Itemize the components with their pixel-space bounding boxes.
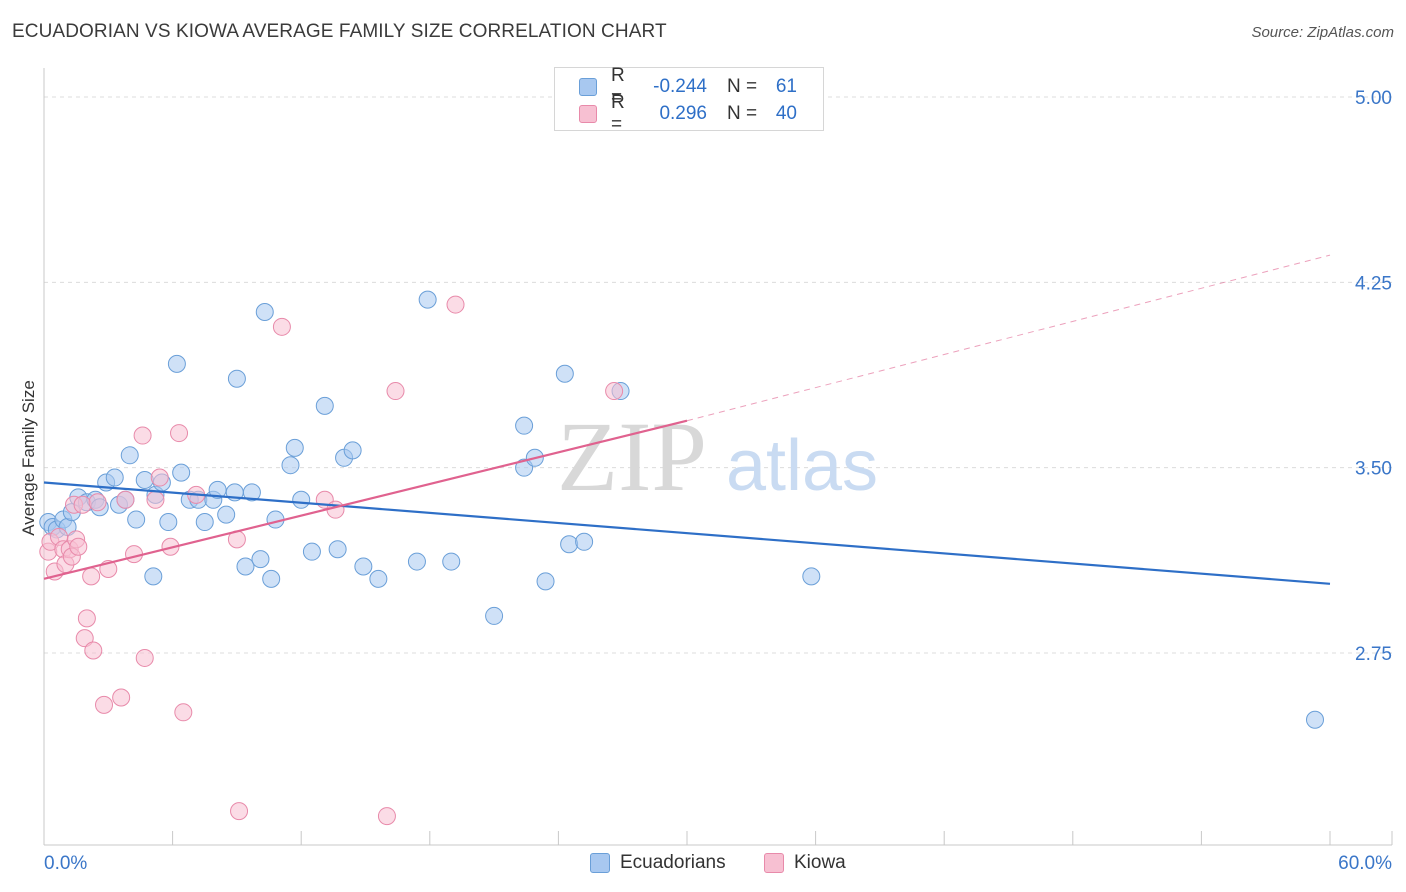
y-tick-label: 5.00: [1355, 88, 1392, 109]
legend-item-kiowa[interactable]: Kiowa: [764, 852, 846, 874]
point-ecuadorians[interactable]: [407, 552, 426, 571]
legend-swatch-ecuadorians: [579, 78, 597, 96]
point-ecuadorians[interactable]: [127, 510, 146, 529]
point-ecuadorians[interactable]: [120, 446, 139, 465]
point-ecuadorians[interactable]: [536, 572, 555, 591]
legend-r-label: R =: [611, 92, 625, 135]
point-ecuadorians[interactable]: [343, 441, 362, 460]
point-ecuadorians[interactable]: [418, 290, 437, 309]
trend-layer: [43, 254, 1331, 585]
point-ecuadorians[interactable]: [802, 567, 821, 586]
point-kiowa[interactable]: [446, 295, 465, 314]
point-kiowa[interactable]: [73, 495, 92, 514]
legend-item-ecuadorians[interactable]: Ecuadorians: [590, 852, 726, 874]
point-kiowa[interactable]: [377, 807, 396, 826]
point-kiowa[interactable]: [150, 468, 169, 487]
point-ecuadorians[interactable]: [144, 567, 163, 586]
legend-row-ecuadorians: R = -0.244 N = 61: [579, 65, 797, 108]
point-ecuadorians[interactable]: [167, 354, 186, 373]
series-legend: Ecuadorians Kiowa: [0, 852, 1406, 876]
point-kiowa[interactable]: [75, 629, 94, 648]
point-ecuadorians[interactable]: [281, 456, 300, 475]
legend-n-value: 40: [775, 103, 797, 124]
point-ecuadorians[interactable]: [560, 535, 579, 554]
point-kiowa[interactable]: [174, 703, 193, 722]
legend-n-label: N =: [727, 103, 758, 124]
point-kiowa[interactable]: [146, 490, 165, 509]
y-axis-label: Average Family Size: [19, 380, 38, 536]
points-layer: [39, 290, 1324, 826]
legend-swatch-kiowa: [579, 105, 597, 123]
point-ecuadorians[interactable]: [315, 396, 334, 415]
point-ecuadorians[interactable]: [354, 557, 373, 576]
legend-r-label: R =: [611, 65, 625, 108]
point-ecuadorians[interactable]: [555, 364, 574, 383]
point-ecuadorians[interactable]: [1305, 710, 1324, 729]
point-kiowa[interactable]: [230, 802, 249, 821]
watermark: ZIP atlas: [557, 401, 878, 512]
point-ecuadorians[interactable]: [442, 552, 461, 571]
point-ecuadorians[interactable]: [292, 490, 311, 509]
x-tick-label: 60.0%: [1338, 853, 1392, 874]
point-ecuadorians[interactable]: [302, 542, 321, 561]
point-ecuadorians[interactable]: [217, 505, 236, 524]
point-kiowa[interactable]: [386, 382, 405, 401]
y-tick-label: 2.75: [1355, 644, 1392, 665]
trendline-extension-kiowa: [686, 254, 1331, 422]
correlation-legend: R = -0.244 N = 61 R = 0.296 N = 40: [554, 65, 824, 135]
point-ecuadorians[interactable]: [262, 569, 281, 588]
watermark-zip: ZIP: [557, 401, 707, 512]
point-kiowa[interactable]: [77, 609, 96, 628]
point-ecuadorians[interactable]: [369, 569, 388, 588]
point-kiowa[interactable]: [112, 688, 131, 707]
point-ecuadorians[interactable]: [159, 513, 178, 532]
point-ecuadorians[interactable]: [242, 483, 261, 502]
y-tick-label: 3.50: [1355, 459, 1392, 480]
point-ecuadorians[interactable]: [251, 550, 270, 569]
point-ecuadorians[interactable]: [575, 532, 594, 551]
point-ecuadorians[interactable]: [105, 468, 124, 487]
point-ecuadorians[interactable]: [135, 471, 154, 490]
point-kiowa[interactable]: [95, 695, 114, 714]
trendline-ecuadorians: [43, 481, 1331, 585]
point-kiowa[interactable]: [116, 490, 135, 509]
point-ecuadorians[interactable]: [285, 438, 304, 457]
chart-title: ECUADORIAN VS KIOWA AVERAGE FAMILY SIZE …: [12, 21, 667, 42]
point-kiowa[interactable]: [605, 382, 624, 401]
legend-swatch-ecuadorians: [590, 853, 610, 873]
legend-label-ecuadorians: Ecuadorians: [620, 852, 726, 873]
point-kiowa[interactable]: [88, 493, 107, 512]
legend-n-value: 61: [775, 76, 797, 97]
x-tick-label: 0.0%: [44, 853, 87, 874]
point-kiowa[interactable]: [135, 648, 154, 667]
trendline-kiowa: [43, 419, 688, 580]
point-kiowa[interactable]: [82, 567, 101, 586]
legend-n-label: N =: [727, 76, 758, 97]
point-ecuadorians[interactable]: [485, 606, 504, 625]
point-ecuadorians[interactable]: [195, 513, 214, 532]
grid-layer: 2.75 3.50 4.25 5.00: [44, 88, 1392, 665]
point-kiowa[interactable]: [84, 641, 103, 660]
point-ecuadorians[interactable]: [172, 463, 191, 482]
point-kiowa[interactable]: [69, 537, 88, 556]
point-ecuadorians[interactable]: [328, 540, 347, 559]
source-label: Source: ZipAtlas.com: [1251, 24, 1394, 41]
point-kiowa[interactable]: [272, 317, 291, 336]
legend-row-kiowa: R = 0.296 N = 40: [579, 92, 797, 135]
legend-swatch-kiowa: [764, 853, 784, 873]
point-kiowa[interactable]: [170, 424, 189, 443]
legend-r-value: -0.244: [653, 76, 707, 97]
point-ecuadorians[interactable]: [255, 302, 274, 321]
point-kiowa[interactable]: [133, 426, 152, 445]
watermark-atlas: atlas: [726, 426, 878, 506]
point-ecuadorians[interactable]: [236, 557, 255, 576]
point-ecuadorians[interactable]: [515, 416, 534, 435]
legend-label-kiowa: Kiowa: [794, 852, 846, 873]
y-tick-label: 4.25: [1355, 273, 1392, 294]
axes-layer: 0.0% 60.0%: [43, 68, 1393, 874]
point-ecuadorians[interactable]: [227, 369, 246, 388]
legend-r-value: 0.296: [659, 103, 707, 124]
